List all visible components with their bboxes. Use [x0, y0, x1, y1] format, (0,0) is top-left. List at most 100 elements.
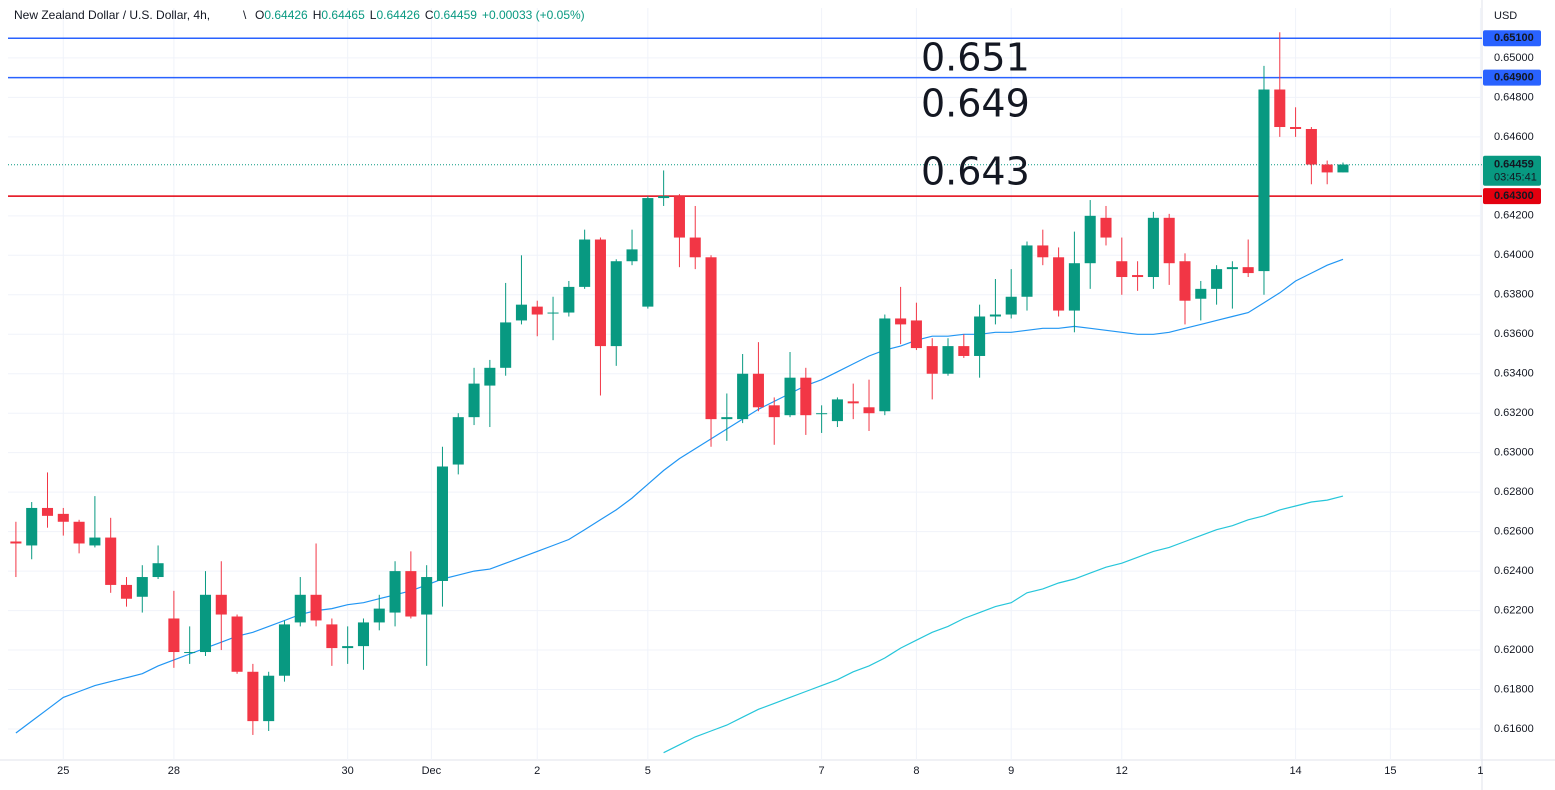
y-tick-label: 0.63200 [1494, 407, 1534, 419]
current-price-label: 0.64459 [1494, 159, 1534, 171]
candle-body [563, 286, 575, 313]
legend-value: 0.64459 [434, 8, 478, 22]
candle-body [1195, 288, 1207, 299]
candle-body [26, 507, 38, 546]
candle-body [579, 239, 591, 287]
candle-body [468, 383, 480, 418]
candle-body [357, 622, 369, 647]
candle-body [41, 507, 54, 516]
candle-body [136, 577, 148, 597]
y-tick-label: 0.65000 [1494, 52, 1534, 64]
y-tick-label: 0.61600 [1494, 723, 1534, 735]
y-tick-label: 0.64600 [1494, 131, 1534, 143]
x-tick-label: 5 [645, 765, 651, 777]
y-tick-label: 0.64000 [1494, 249, 1534, 261]
candle-body [895, 318, 907, 325]
x-tick-label: 8 [913, 765, 919, 777]
legend-key: H [313, 8, 322, 22]
legend-key: C [425, 8, 434, 22]
legend-change: +0.00033 (+0.05%) [482, 8, 585, 22]
candle-body [421, 577, 433, 615]
candle-body [263, 675, 275, 722]
x-tick-label: Dec [422, 765, 442, 777]
annotation: 0.649 [921, 82, 1030, 126]
candle-body [1163, 217, 1175, 264]
candle-body [816, 413, 828, 415]
candle-body [1321, 164, 1333, 173]
candle-body [452, 417, 464, 465]
candle-body [531, 306, 543, 315]
candle-body [57, 513, 69, 522]
candle-body [515, 304, 527, 321]
candle-body [642, 198, 654, 307]
y-tick-label: 0.62800 [1494, 486, 1534, 498]
price-label-box [1483, 30, 1541, 47]
candle-body [105, 537, 117, 585]
candle-body [1005, 296, 1017, 315]
candle-body [326, 624, 338, 649]
candle-body [752, 373, 764, 408]
legend-value: 0.64465 [321, 8, 365, 22]
candle-body [974, 316, 986, 356]
moving-average [663, 495, 1344, 754]
x-tick-label: 15 [1384, 765, 1396, 777]
candle-body [594, 239, 606, 347]
legend-key: O [255, 8, 264, 22]
x-tick-label: 1 [1477, 765, 1483, 777]
ohlc-legend: \ O0.64426 H0.64465 L0.64426 C0.64459 +0.0003… [243, 8, 585, 22]
candle-body [373, 608, 385, 623]
legend-value: 0.64426 [376, 8, 420, 22]
candle-body [1084, 215, 1096, 264]
candle-body [120, 584, 133, 599]
candle-body [831, 399, 843, 422]
y-tick-label: 0.62000 [1494, 644, 1534, 656]
candle-body [1226, 267, 1238, 270]
candle-body [626, 249, 638, 262]
candle-body [184, 652, 196, 654]
candle-body [863, 407, 875, 414]
candle-body [1021, 245, 1033, 297]
price-label: 0.64300 [1494, 190, 1534, 202]
candle-body [1068, 263, 1080, 311]
candle-body [168, 618, 180, 653]
candle-body [768, 405, 780, 418]
y-tick-label: 0.63800 [1494, 289, 1534, 301]
x-tick-label: 14 [1289, 765, 1301, 777]
candle-body [10, 541, 22, 544]
candle-body [310, 594, 322, 621]
candle-body [942, 346, 954, 374]
y-tick-label: 0.62600 [1494, 526, 1534, 538]
candle-body [484, 367, 496, 386]
candle-body [294, 594, 306, 623]
plot-area [8, 32, 1482, 754]
candle-body [989, 314, 1001, 317]
chart-title: New Zealand Dollar / U.S. Dollar, 4h, [14, 8, 210, 22]
candle-body [436, 466, 448, 581]
candle-body [1305, 128, 1317, 165]
candle-body [1211, 269, 1223, 289]
candle-body [658, 196, 670, 199]
candle-body [1037, 245, 1049, 258]
candle-body [278, 624, 291, 676]
candle-body [1116, 261, 1128, 278]
x-tick-label: 12 [1116, 765, 1128, 777]
x-tick-label: 9 [1008, 765, 1014, 777]
y-tick-label: 0.64800 [1494, 91, 1534, 103]
candle-body [547, 312, 559, 314]
candle-body [1053, 257, 1065, 311]
current-price-box [1483, 155, 1541, 186]
candle-body [910, 320, 922, 349]
candle-body [926, 346, 938, 374]
x-tick-label: 7 [819, 765, 825, 777]
candle-body [1258, 89, 1270, 272]
legend-key: L [370, 8, 377, 22]
candle-body [199, 594, 212, 653]
candle-body [152, 563, 164, 578]
candle-body [721, 417, 733, 420]
candle-body [689, 237, 701, 258]
candle-body [73, 521, 85, 544]
currency: USD [1494, 10, 1517, 22]
candle-body [89, 537, 101, 546]
